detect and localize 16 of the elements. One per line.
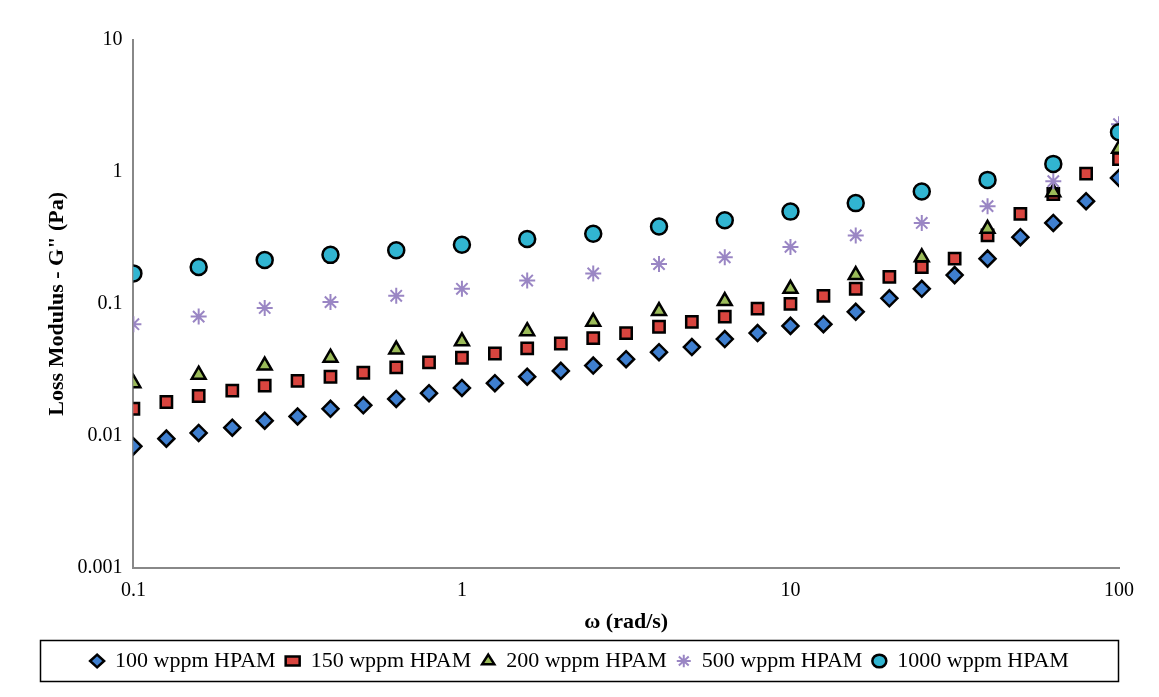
y-axis-title: Loss Modulus - G" (Pa) — [42, 191, 68, 416]
x-axis-title: ω (rad/s) — [584, 608, 669, 634]
legend-label: 1000 wppm HPAM — [897, 646, 1069, 672]
y-tick-label: 10 — [102, 27, 123, 50]
x-tick-label: 0.1 — [120, 577, 146, 600]
y-tick-label: 0.001 — [77, 554, 123, 577]
x-tick-label: 1 — [456, 577, 467, 600]
legend-label: 150 wppm HPAM — [310, 646, 472, 672]
x-tick-label: 10 — [780, 577, 801, 600]
y-tick-label: 0.01 — [87, 422, 123, 445]
legend-label: 500 wppm HPAM — [701, 646, 863, 672]
legend-label: 100 wppm HPAM — [115, 646, 276, 672]
x-tick-label: 100 — [1104, 577, 1134, 600]
y-tick-label: 1 — [112, 159, 123, 182]
y-tick-label: 0.1 — [97, 291, 123, 314]
legend-label: 200 wppm HPAM — [506, 646, 667, 672]
